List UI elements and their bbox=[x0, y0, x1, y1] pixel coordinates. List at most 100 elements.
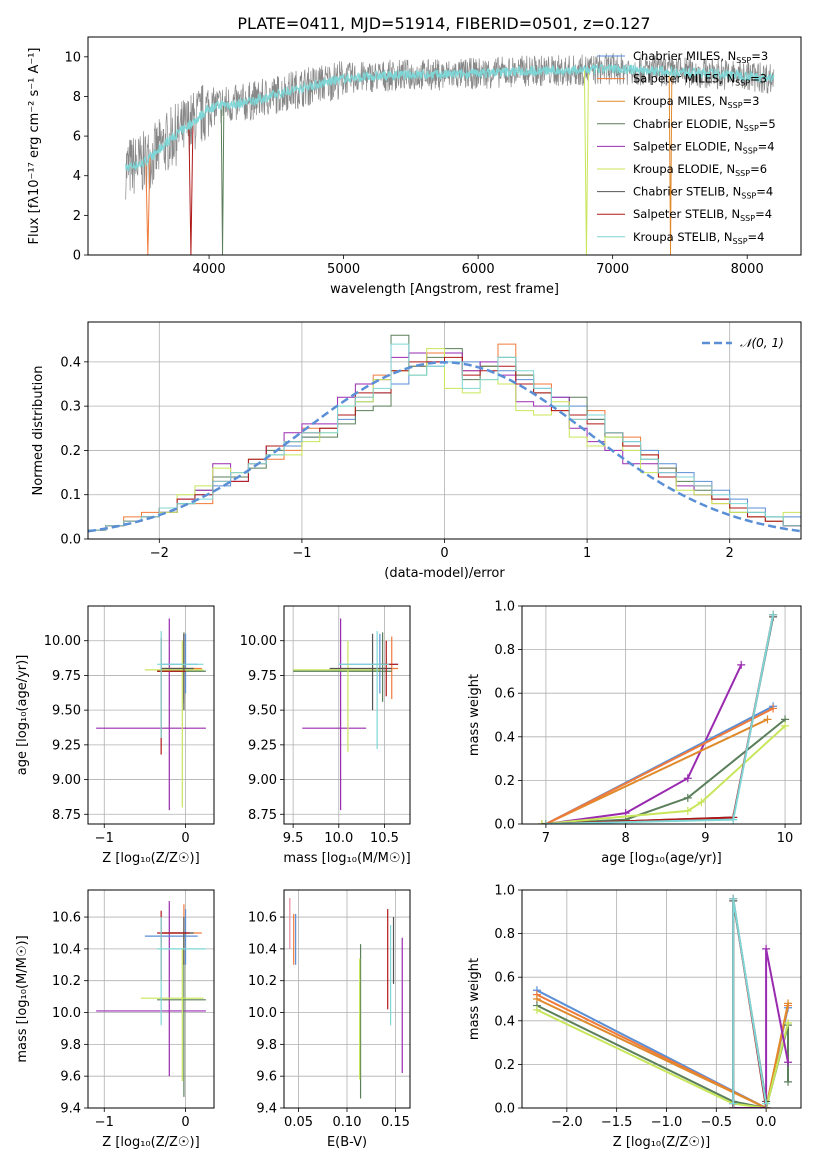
plot-area bbox=[96, 618, 206, 811]
legend-entry-label: Salpeter ELODIE, N bbox=[633, 139, 743, 153]
series-line bbox=[545, 614, 775, 824]
y-tick-label: 0.4 bbox=[60, 355, 81, 370]
x-tick-label: 9 bbox=[701, 831, 709, 846]
y-tick-label: 9.6 bbox=[256, 1070, 277, 1085]
x-tick-label: −1.0 bbox=[651, 1115, 683, 1130]
series-marker bbox=[762, 944, 771, 953]
y-tick-label: 0.6 bbox=[494, 687, 515, 702]
x-tick-label: −1 bbox=[95, 1115, 114, 1130]
y-tick-label: 0.3 bbox=[60, 400, 81, 415]
y-tick-label: 0.0 bbox=[60, 533, 81, 548]
axes-frame bbox=[87, 321, 802, 540]
x-tick-label: −1 bbox=[292, 546, 311, 561]
y-tick-label: 0.4 bbox=[494, 1014, 515, 1029]
legend-entry: Chabrier MILES, NSSP=3 bbox=[633, 49, 768, 65]
x-tick-label: 2 bbox=[726, 546, 734, 561]
y-tick-label: 9.50 bbox=[248, 704, 277, 719]
y-tick-label: 0.8 bbox=[494, 643, 515, 658]
legend-entry: Chabrier ELODIE, NSSP=5 bbox=[633, 117, 776, 133]
y-tick-label: 4 bbox=[73, 169, 81, 184]
legend-entry: Kroupa ELODIE, NSSP=6 bbox=[633, 162, 767, 178]
legend-entry-suffix: =4 bbox=[748, 230, 765, 244]
y-tick-label: 8.75 bbox=[52, 808, 81, 823]
legend-entry-suffix: =3 bbox=[750, 72, 767, 86]
series-line bbox=[536, 1004, 789, 1108]
x-tick-label: 0 bbox=[440, 546, 448, 561]
series-marker bbox=[762, 1099, 771, 1108]
series-marker bbox=[697, 798, 706, 807]
plot-area bbox=[125, 53, 775, 255]
y-tick-label: 10 bbox=[64, 50, 81, 65]
x-tick-label: 0.10 bbox=[333, 1115, 362, 1130]
legend-entry: Salpeter STELIB, NSSP=4 bbox=[633, 207, 772, 223]
x-tick-label: 4000 bbox=[193, 262, 226, 277]
legend-entry-label: Salpeter MILES, N bbox=[633, 72, 735, 86]
x-tick-label: −0.5 bbox=[701, 1115, 733, 1130]
series-marker bbox=[763, 715, 772, 724]
panel-mass-vs-ebv: 0.05 0.10 0.15 9.4 9.6 9.8 10.0 10.2 10.4 10.6 E(B… bbox=[248, 889, 411, 1150]
y-tick-label: 2 bbox=[73, 209, 81, 224]
y-tick-label: 9.6 bbox=[60, 1070, 81, 1085]
legend-entry-subscript: SSP bbox=[728, 101, 743, 110]
x-tick-label: 1 bbox=[583, 546, 591, 561]
y-tick-label: 0.6 bbox=[494, 971, 515, 986]
legend-entry-label: Kroupa STELIB, N bbox=[633, 230, 733, 244]
series-line bbox=[536, 998, 789, 1108]
spectrum-dip bbox=[668, 71, 673, 255]
series-marker bbox=[537, 820, 546, 824]
series-marker bbox=[784, 999, 793, 1008]
y-tick-label: 0.8 bbox=[494, 927, 515, 942]
y-tick-label: 1.0 bbox=[494, 600, 515, 615]
legend-entry-subscript: SSP bbox=[744, 124, 759, 133]
y-tick-label: 0.2 bbox=[494, 1058, 515, 1073]
x-axis-label: (data-model)/error bbox=[384, 566, 505, 581]
y-tick-label: 9.8 bbox=[60, 1038, 81, 1053]
y-tick-label: 9.75 bbox=[52, 669, 81, 684]
y-tick-label: 9.00 bbox=[248, 773, 277, 788]
legend-entry-subscript: SSP bbox=[740, 214, 755, 223]
legend-entry-label: Kroupa MILES, N bbox=[633, 94, 728, 108]
legend-entry-suffix: =3 bbox=[743, 94, 760, 108]
panel-mass-vs-z: −1 0 9.4 9.6 9.8 10.0 10.2 10.4 10.6 Z [log₁₀(Z/Z… bbox=[15, 889, 215, 1150]
legend-entry: Kroupa MILES, NSSP=3 bbox=[633, 94, 759, 110]
y-axis-label: mass weight bbox=[467, 958, 482, 1040]
x-tick-label: 5000 bbox=[327, 262, 360, 277]
x-tick-label: 10.5 bbox=[370, 831, 399, 846]
y-tick-label: 10.4 bbox=[248, 942, 277, 957]
x-axis-label: age [log₁₀(age/yr)] bbox=[601, 851, 722, 866]
spectrum-dip bbox=[145, 157, 151, 255]
legend-entry-subscript: SSP bbox=[736, 56, 751, 65]
y-tick-label: 0.0 bbox=[494, 1102, 515, 1117]
series-marker bbox=[781, 721, 790, 730]
y-tick-label: 0.4 bbox=[494, 730, 515, 745]
legend-entry-suffix: =4 bbox=[755, 207, 772, 221]
series-marker bbox=[769, 704, 778, 713]
plot-area bbox=[88, 334, 801, 533]
x-axis-label: mass [log₁₀(M/M☉)] bbox=[283, 851, 410, 866]
legend-entry-subscript: SSP bbox=[735, 169, 750, 178]
series-marker bbox=[784, 1077, 793, 1086]
x-tick-label: −2.0 bbox=[551, 1115, 583, 1130]
series-line bbox=[732, 898, 768, 1104]
y-tick-label: 10.6 bbox=[248, 911, 277, 926]
panel-age-vs-mass: 9.5 10.0 10.5 8.75 9.00 9.25 9.50 9.75 10.00 mass… bbox=[240, 605, 411, 866]
legend-entry: Salpeter ELODIE, NSSP=4 bbox=[633, 139, 775, 155]
y-tick-label: 10.00 bbox=[44, 634, 81, 649]
legend-entry-label: Chabrier MILES, N bbox=[633, 49, 736, 63]
x-tick-label: 7000 bbox=[596, 262, 629, 277]
y-tick-label: 9.25 bbox=[248, 738, 277, 753]
axes-frame bbox=[283, 889, 411, 1109]
legend-entry-normal: 𝒩(0, 1) bbox=[740, 336, 784, 350]
axes-frame bbox=[87, 889, 215, 1109]
x-tick-label: −1 bbox=[95, 831, 114, 846]
x-tick-label: −1.5 bbox=[601, 1115, 633, 1130]
series-line bbox=[536, 1008, 789, 1108]
y-tick-label: 10.00 bbox=[240, 634, 277, 649]
series-line bbox=[545, 664, 743, 824]
x-tick-label: 6000 bbox=[462, 262, 495, 277]
y-tick-label: 9.50 bbox=[52, 704, 81, 719]
y-tick-label: 0.2 bbox=[60, 444, 81, 459]
legend-entry-suffix: =3 bbox=[751, 49, 768, 63]
